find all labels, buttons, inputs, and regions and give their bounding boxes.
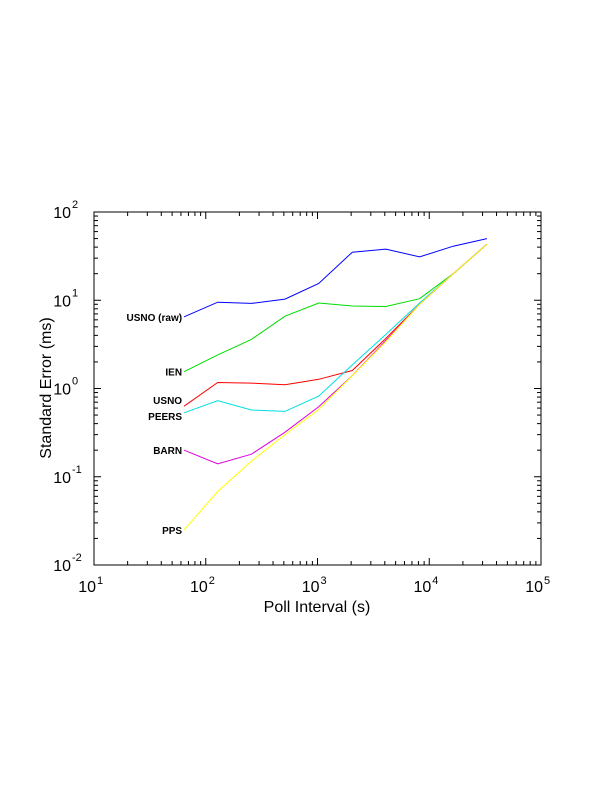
x-tick-label-exponent: 1 <box>97 575 103 587</box>
series-label: PPS <box>162 526 182 537</box>
x-tick-label-base: 10 <box>525 579 543 596</box>
series-label: PEERS <box>148 412 182 423</box>
series-lines <box>183 238 488 531</box>
y-tick-label-base: 10 <box>53 470 71 487</box>
plot-frame <box>93 211 542 566</box>
y-tick-label-exponent: -2 <box>72 552 82 564</box>
x-tick-label-base: 10 <box>413 579 431 596</box>
y-tick-label-base: 10 <box>53 205 71 222</box>
y-tick-label-base: 10 <box>53 293 71 310</box>
series-line <box>183 243 488 373</box>
series-label: IEN <box>165 368 182 379</box>
x-tick-label-base: 10 <box>302 579 320 596</box>
series-line <box>183 243 488 465</box>
x-tick-label-base: 10 <box>78 579 96 596</box>
series-line <box>183 243 488 414</box>
y-tick-label-base: 10 <box>53 382 71 399</box>
y-tick-label-exponent: 2 <box>72 199 78 211</box>
y-tick-label-base: 10 <box>53 558 71 575</box>
tick-labels: 10 1 10 2 10 3 10 4 10 510 -210 -110 010 110 2 <box>53 199 550 596</box>
y-tick-label-exponent: 1 <box>72 287 78 299</box>
series-line <box>183 243 488 531</box>
series-label: USNO <box>153 396 182 407</box>
x-tick-label-exponent: 2 <box>209 575 215 587</box>
series-labels: USNO (raw) IEN USNO PEERS BARN PPS <box>127 313 183 537</box>
x-tick-label-exponent: 4 <box>432 575 438 587</box>
series-line <box>183 243 488 407</box>
x-tick-label-exponent: 5 <box>544 575 550 587</box>
series-line <box>183 238 488 318</box>
series-label: USNO (raw) <box>127 313 183 324</box>
x-tick-label-base: 10 <box>190 579 208 596</box>
axis-ticks <box>93 211 542 566</box>
series-label: BARN <box>153 446 182 457</box>
x-tick-label-exponent: 3 <box>321 575 327 587</box>
y-axis-title: Standard Error (ms) <box>38 317 55 458</box>
x-axis-title: Poll Interval (s) <box>264 599 371 616</box>
y-tick-label-exponent: -1 <box>72 464 82 476</box>
y-tick-label-exponent: 0 <box>72 376 78 388</box>
